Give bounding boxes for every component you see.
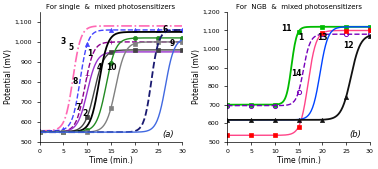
Text: (b): (b) [350,129,362,139]
Text: 11: 11 [282,24,292,33]
Text: 8: 8 [73,77,78,86]
Text: 12: 12 [343,41,354,50]
Text: 14: 14 [291,69,302,78]
X-axis label: Time (min.): Time (min.) [89,156,133,165]
Text: 7: 7 [75,103,81,112]
Title: For single  &  mixed photosensitizers: For single & mixed photosensitizers [46,4,175,10]
Y-axis label: Potential (mV): Potential (mV) [4,49,13,104]
Text: 10: 10 [106,63,116,72]
Text: 13: 13 [317,33,328,42]
Text: 3: 3 [61,37,66,46]
Text: 1: 1 [298,33,304,42]
Text: 5: 5 [68,43,73,52]
Text: 2: 2 [82,109,87,118]
Text: 9: 9 [170,39,175,48]
Text: (a): (a) [162,129,174,139]
Text: 6: 6 [163,25,168,34]
Text: 4: 4 [96,63,102,72]
Text: 1: 1 [87,49,92,58]
X-axis label: Time (min.): Time (min.) [277,156,321,165]
Title: For  NGB  &  mixed photosensitizers: For NGB & mixed photosensitizers [235,4,362,10]
Y-axis label: Potential (mV): Potential (mV) [192,49,201,104]
